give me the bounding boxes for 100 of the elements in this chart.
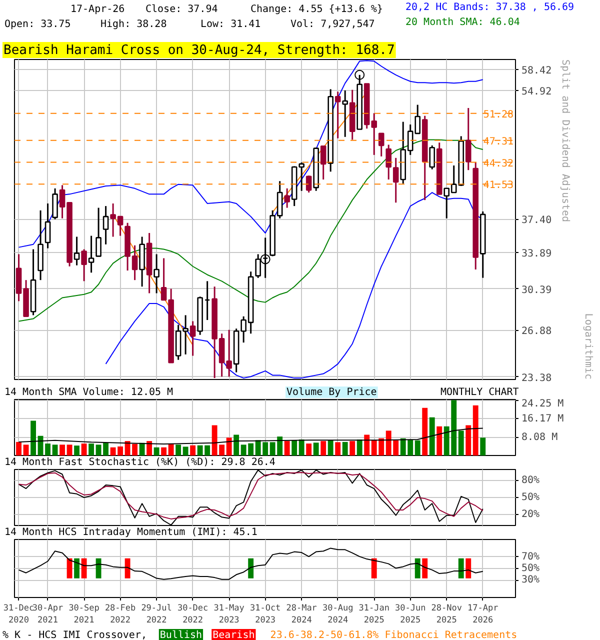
text: 23.6-38.2-50-61.8% Fibonacci Retracements xyxy=(270,630,518,640)
y-tick-label: 20% xyxy=(522,508,540,520)
bar xyxy=(161,447,167,456)
text: 20,2 HC Bands: 37.38 , 56.69 xyxy=(406,2,574,13)
chart-title: Bearish Harami Cross on 30-Aug-24, Strength: 168.7 xyxy=(4,43,395,58)
bar xyxy=(320,441,326,456)
x-tick-label: 30-Jun 2025 xyxy=(395,604,426,626)
text: Open: 33.75 xyxy=(4,19,71,30)
candlestick xyxy=(81,248,87,282)
bar xyxy=(350,441,356,456)
candlestick xyxy=(74,236,80,266)
bar xyxy=(342,442,348,456)
bar xyxy=(328,440,334,456)
y-tick-label: 30.39 xyxy=(522,284,552,296)
y-tick-label: 30% xyxy=(522,574,540,586)
y-tick-label: 50% xyxy=(522,492,540,503)
candlestick xyxy=(378,132,384,158)
candlestick xyxy=(284,188,290,209)
text: Change: 4.55 {+13.6 %} xyxy=(250,4,383,15)
bar xyxy=(30,420,36,456)
text: Logarithmic xyxy=(582,313,594,380)
bar xyxy=(466,425,472,456)
chart-title: 14 Month Fast Stochastic (%K) (%D): 29.8 26.4 xyxy=(4,457,276,468)
y-tick-label: 80% xyxy=(522,475,540,486)
candlestick xyxy=(154,253,160,294)
y-tick-label: 24.25 M xyxy=(522,398,564,410)
bar xyxy=(292,440,298,456)
bar xyxy=(422,408,428,456)
bar xyxy=(190,445,196,456)
y-tick-label: 37.40 xyxy=(522,215,552,226)
y-tick-label: 8.08 M xyxy=(522,432,558,443)
bar xyxy=(88,444,94,456)
x-tick-label: 30-Aug 2024 xyxy=(322,604,354,626)
candlestick xyxy=(306,174,312,194)
bar xyxy=(429,417,435,456)
candlestick xyxy=(320,145,326,180)
bar xyxy=(472,405,478,456)
bar xyxy=(81,444,87,456)
bar xyxy=(298,439,304,456)
bar xyxy=(74,446,80,456)
bar xyxy=(23,444,29,456)
candlestick xyxy=(88,235,94,274)
x-tick-label: 30-Sep 2021 xyxy=(68,604,100,626)
text: Bullish xyxy=(160,630,202,640)
candlestick xyxy=(190,320,196,357)
ref-line-label: 44.32 xyxy=(483,158,514,170)
x-tick-label: 28-Feb 2022 xyxy=(104,604,136,626)
y-tick-label: 23.38 xyxy=(522,372,552,384)
bar xyxy=(168,444,174,456)
y-tick-label: 26.88 xyxy=(522,326,552,338)
bar xyxy=(335,442,341,456)
x-tick-label: 31-Oct 2023 xyxy=(250,604,281,626)
text: High: 38.28 xyxy=(100,19,167,30)
bar xyxy=(306,444,312,456)
text: 20 Month SMA: 46.04 xyxy=(406,17,520,28)
candlestick xyxy=(386,144,392,180)
bar xyxy=(234,434,240,456)
text: % K - HCS IMI Crossover, xyxy=(2,630,147,640)
candlestick xyxy=(102,205,109,246)
y-tick-label: 16.17 M xyxy=(522,413,564,424)
x-tick-label: 30-Dec 2022 xyxy=(177,604,208,626)
chart-title: 14 Month SMA Volume: 12.05 M xyxy=(4,387,174,398)
bar xyxy=(226,438,232,456)
ref-line-label: 41.53 xyxy=(483,180,514,192)
text: Close: 37.94 xyxy=(146,4,218,15)
y-tick-label: 54.92 xyxy=(522,86,552,98)
bar xyxy=(458,430,464,456)
y-tick-label: 50% xyxy=(522,563,540,574)
bar xyxy=(414,440,420,456)
x-tick-label: 31-May 2023 xyxy=(214,604,244,626)
y-tick-label: 58.42 xyxy=(522,66,552,77)
bar xyxy=(139,442,145,456)
line-series xyxy=(18,548,484,580)
text: Split and Dividend Adjusted xyxy=(560,60,570,222)
line-series xyxy=(18,60,484,248)
candlestick xyxy=(44,202,51,250)
y-tick-label: 33.89 xyxy=(522,248,552,260)
bar xyxy=(436,426,442,456)
text: 17-Apr-26 xyxy=(70,4,125,15)
text: Bearish xyxy=(212,630,255,640)
bar xyxy=(52,444,58,456)
bar xyxy=(176,444,182,456)
text: Low: 31.41 xyxy=(200,19,261,30)
bar xyxy=(313,442,319,456)
bar xyxy=(154,447,160,456)
x-tick-label: 30-Apr 2021 xyxy=(32,604,64,626)
ref-line-label: 47.31 xyxy=(483,136,514,148)
bar xyxy=(60,444,66,456)
bar xyxy=(16,442,22,456)
candlestick xyxy=(342,90,348,138)
text: MONTHLY CHART xyxy=(440,387,519,398)
x-tick-label: 29-Jul 2022 xyxy=(141,604,172,626)
x-tick-label: 28-Nov 2025 xyxy=(431,604,462,626)
x-tick-label: 17-Apr 2026 xyxy=(468,604,498,626)
bar xyxy=(66,444,72,456)
x-tick-label: 28-Mar 2024 xyxy=(286,604,317,626)
chart-title: 14 Month HCS Intraday Momentum (IMI): 45.1 xyxy=(4,527,258,538)
bar xyxy=(284,441,290,456)
text: Vol: 7,927,547 xyxy=(290,19,375,30)
candlestick xyxy=(52,188,58,220)
